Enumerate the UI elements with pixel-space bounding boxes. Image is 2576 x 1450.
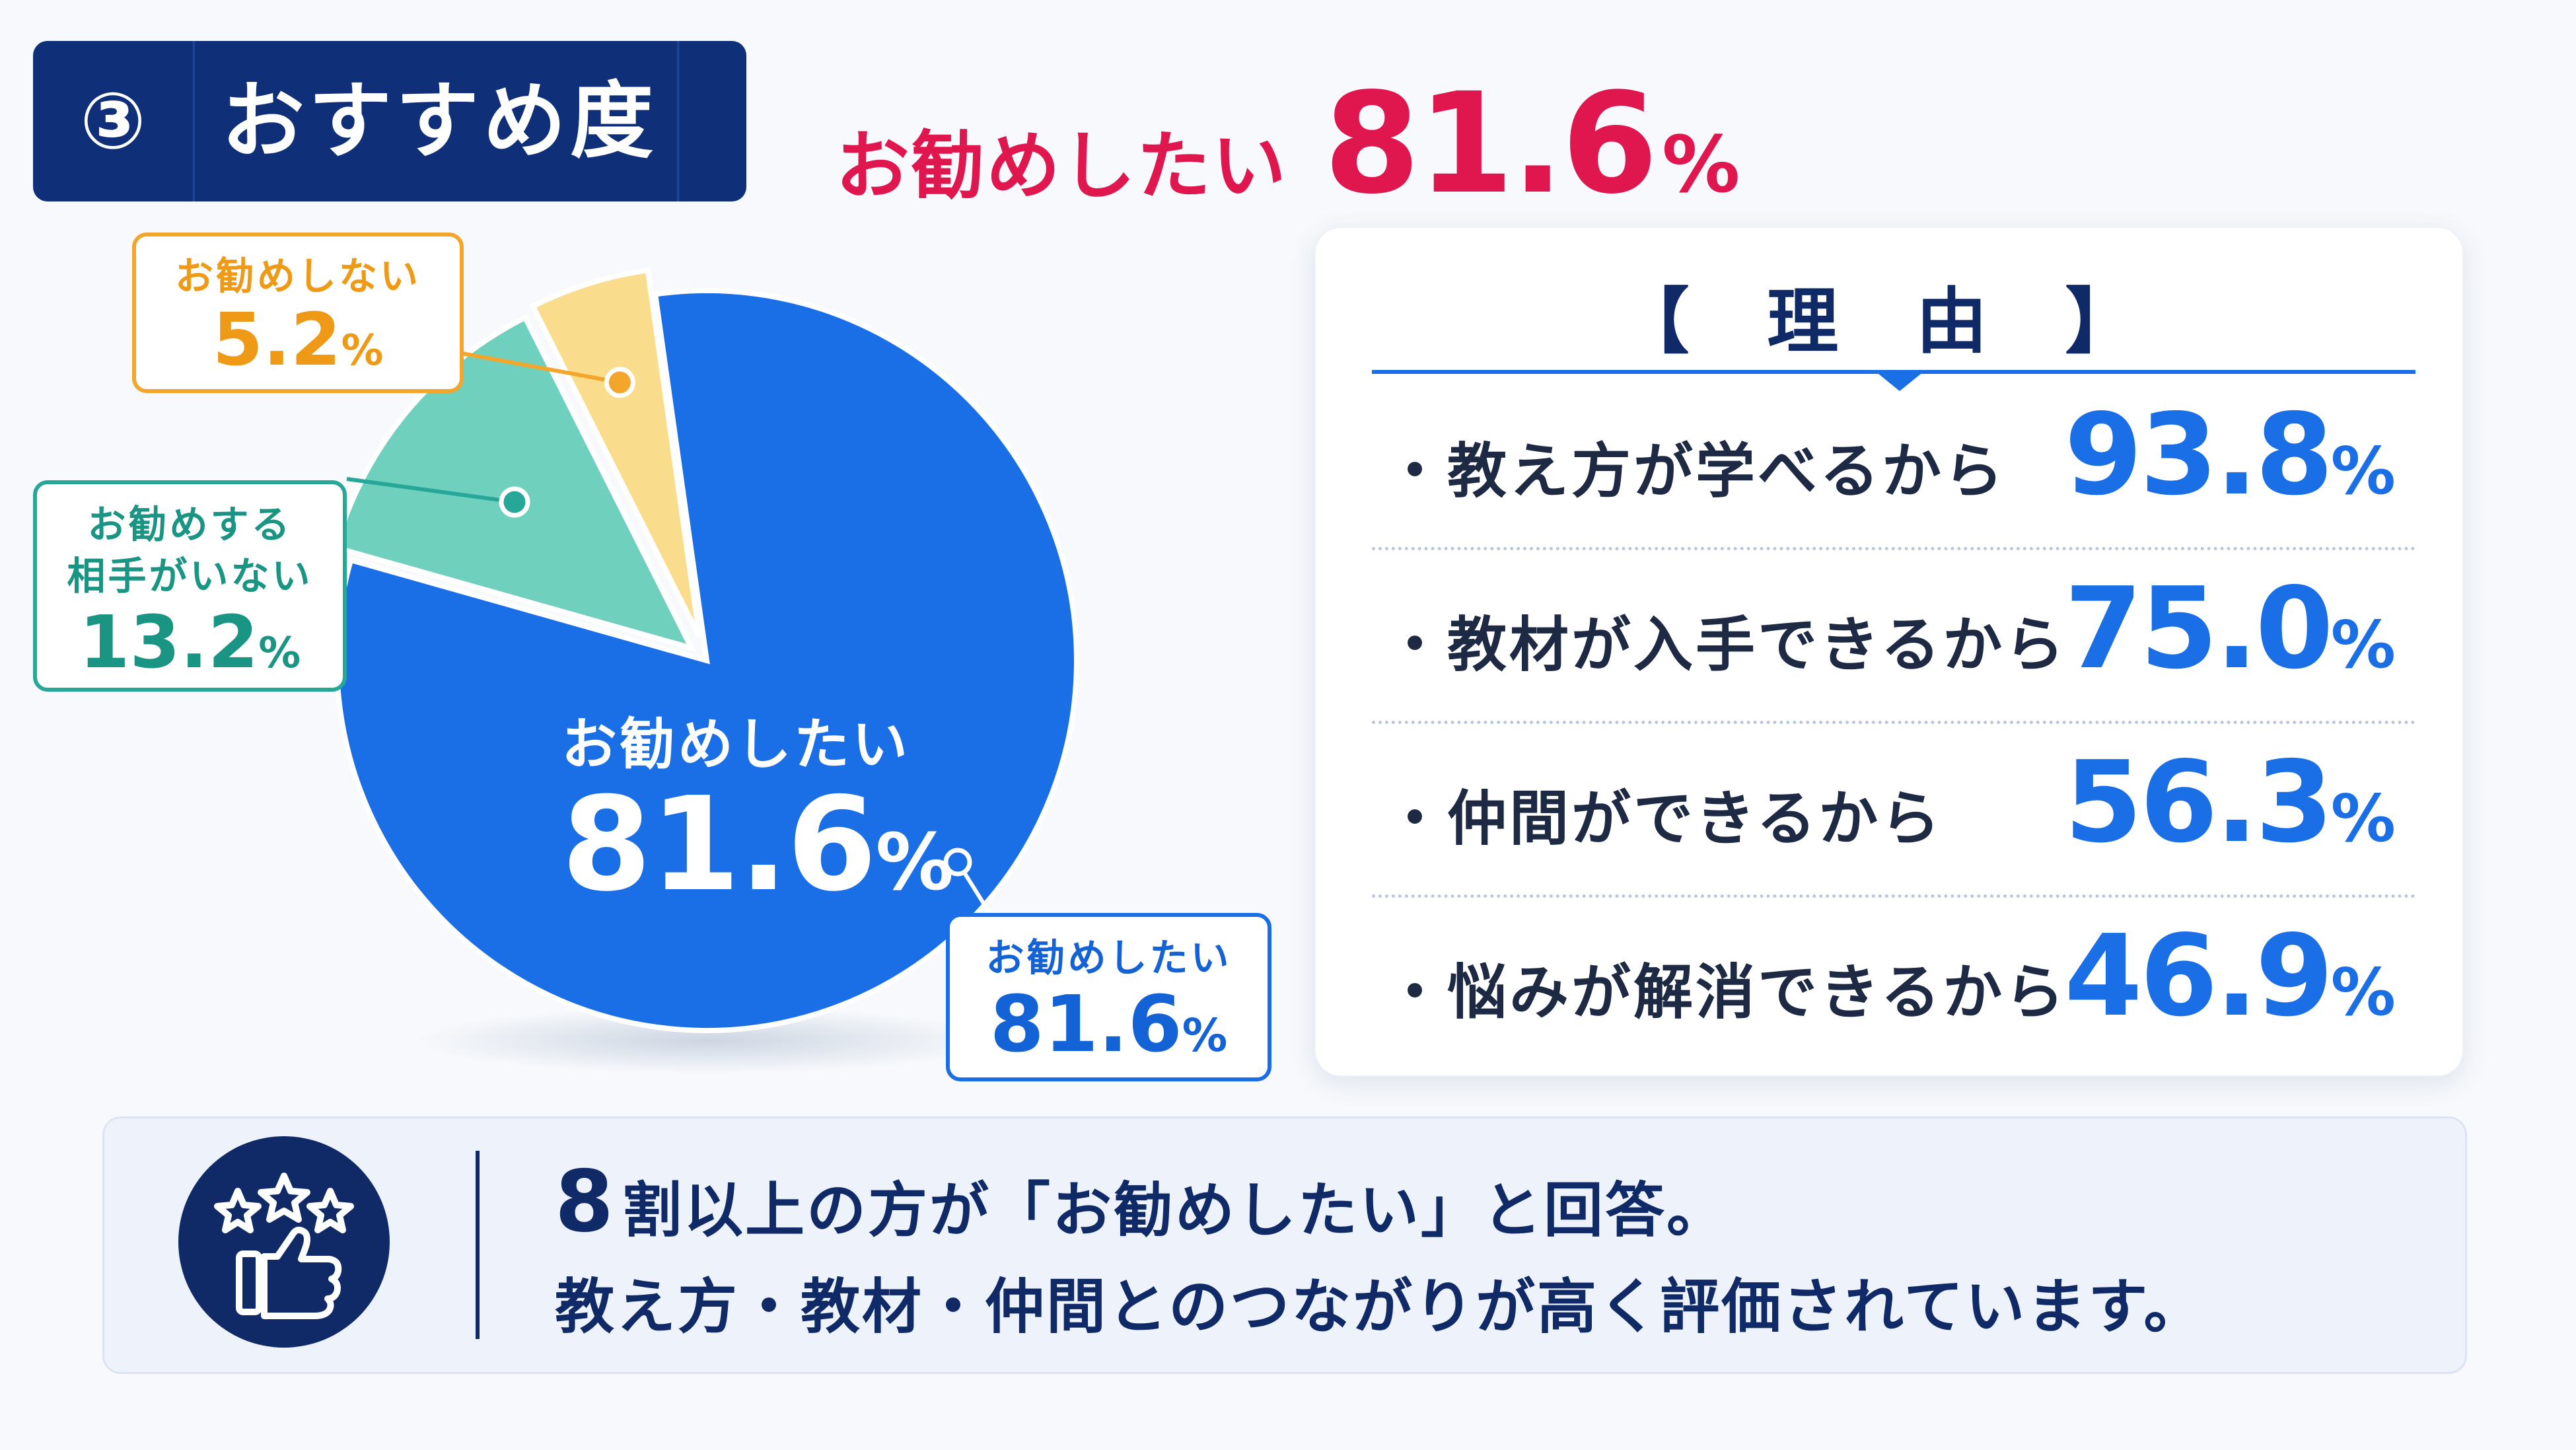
callout-value-row: 5.2% <box>136 297 460 382</box>
reason-unit: % <box>2330 608 2396 683</box>
pie-shadow <box>416 1007 997 1073</box>
leader-not-recommend <box>462 351 620 384</box>
thumb-hand <box>261 1226 342 1319</box>
summary-line1: 8 割以上の方が「お勧めしたい」と回答。 <box>555 1153 1728 1251</box>
callout-value: 5.2 <box>212 297 341 382</box>
section-title: おすすめ度 <box>195 41 679 201</box>
section-number: ③ <box>33 41 195 201</box>
callout-not-recommend: お勧めしない 5.2% <box>132 233 464 393</box>
reason-row: ・仲間ができるから 56.3% <box>1372 724 2415 898</box>
star-icon <box>306 1188 354 1233</box>
reasons-divider <box>1372 370 2415 374</box>
pie-slice-not-recommend <box>529 267 702 638</box>
reason-unit: % <box>2330 955 2396 1031</box>
reasons-title: 【 理 由 】 <box>1618 281 2163 363</box>
reason-label: ・悩みが解消できるから <box>1385 958 2067 1027</box>
reason-value-row: 46.9% <box>2064 911 2396 1042</box>
summary-box <box>102 1116 2467 1374</box>
reason-value: 56.3 <box>2064 737 2333 868</box>
reason-row: ・悩みが解消できるから 46.9% <box>1372 898 2415 1068</box>
callout-value-row: 81.6% <box>950 981 1268 1068</box>
headline: お勧めしたい 81.6 % <box>836 63 1740 225</box>
reason-value-row: 93.8% <box>2064 390 2396 521</box>
reason-row: ・教材が入手できるから 75.0% <box>1372 550 2415 724</box>
headline-unit: % <box>1662 119 1740 210</box>
headline-label: お勧めしたい <box>836 124 1287 209</box>
callout-unit: % <box>1182 1009 1228 1062</box>
callout-label: お勧めしたい <box>985 935 1232 980</box>
summary-divider <box>476 1151 480 1339</box>
leader-no-partner-dot <box>499 486 530 518</box>
reason-value-row: 56.3% <box>2064 737 2396 868</box>
reason-value: 93.8 <box>2064 390 2333 521</box>
leader-recommend-dot <box>943 848 972 877</box>
reason-unit: % <box>2330 434 2396 509</box>
reasons-card: 【 理 由 】 ・教え方が学べるから 93.8% ・教材が入手できるから 75.… <box>1314 227 2464 1077</box>
summary-line1-text: 割以上の方が「お勧めしたい」と回答。 <box>622 1176 1729 1245</box>
thumbs-up-icon-graphic <box>214 1173 354 1319</box>
reason-value: 75.0 <box>2064 563 2333 694</box>
summary-line2: 教え方・教材・仲間とのつながりが高く評価されています。 <box>555 1272 2205 1342</box>
callout-recommend: お勧めしたい 81.6% <box>946 913 1271 1081</box>
callout-unit: % <box>258 628 301 678</box>
callout-value-row: 13.2% <box>37 602 343 682</box>
callout-no-partner: お勧めする 相手がいない 13.2% <box>33 480 347 692</box>
pie-leaders <box>346 351 993 916</box>
reason-label: ・教材が入手できるから <box>1385 610 2067 680</box>
pie-center-label: お勧めしたい 81.6% <box>561 700 954 910</box>
reason-value-row: 75.0% <box>2064 563 2396 694</box>
reason-value: 46.9 <box>2064 911 2333 1042</box>
callout-value: 81.6 <box>989 978 1182 1069</box>
reason-label: ・仲間ができるから <box>1385 784 1943 853</box>
pie-center-unit: % <box>875 816 954 908</box>
callout-label: お勧めしない <box>174 254 421 299</box>
callout-label-line2: 相手がいない <box>67 554 313 599</box>
reason-unit: % <box>2330 781 2396 857</box>
reason-label: ・教え方が学べるから <box>1385 437 2006 506</box>
summary-lead-number: 8 <box>555 1153 616 1251</box>
headline-value: 81.6 <box>1324 63 1658 225</box>
reasons-pointer <box>1878 374 1921 391</box>
section-badge: ③ おすすめ度 <box>33 41 746 201</box>
thumb-cuff <box>236 1251 262 1315</box>
leader-no-partner <box>346 477 515 504</box>
callout-value: 13.2 <box>79 599 259 684</box>
callout-label-line1: お勧めする <box>87 502 293 547</box>
pie-center-text: お勧めしたい <box>561 712 911 777</box>
thumbs-up-with-stars-icon <box>178 1136 390 1348</box>
callout-unit: % <box>341 326 384 375</box>
pie-center-value: 81.6 <box>561 770 877 920</box>
reason-row: ・教え方が学べるから 93.8% <box>1372 377 2415 550</box>
leader-not-recommend-dot <box>604 367 635 398</box>
star-icon <box>258 1173 310 1223</box>
star-icon <box>214 1188 262 1233</box>
